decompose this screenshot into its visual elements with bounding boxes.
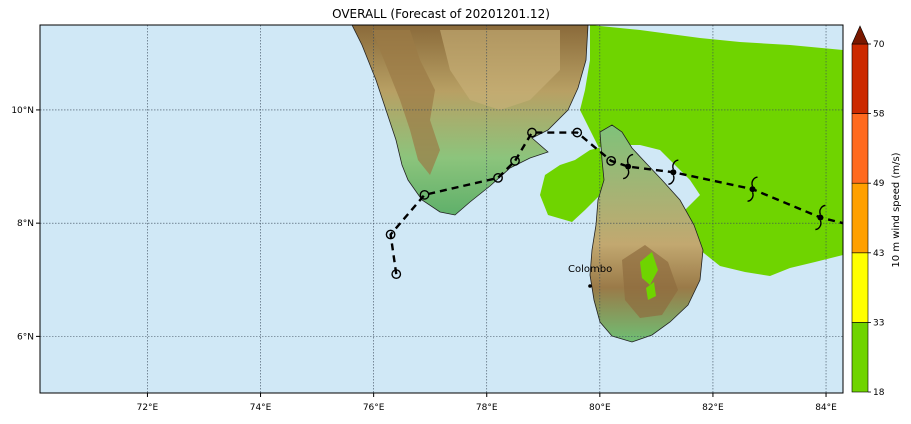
colorbar-tick-label: 58: [873, 110, 885, 120]
colorbar-tick-label: 49: [873, 179, 885, 189]
x-tick-label: 74°E: [250, 403, 272, 413]
colorbar-segment: [851, 182, 869, 254]
track-history-point: [572, 127, 583, 138]
axis-labels: 72°E 74°E 76°E 78°E 80°E 82°E 84°E 10°N 8°N 6°N: [11, 106, 837, 413]
colorbar: 18 33 43 49 58 70: [851, 25, 885, 398]
cyclone-icon: [623, 153, 634, 180]
colorbar-tick-label: 18: [873, 388, 885, 398]
track-history-point: [385, 229, 396, 240]
track-history-point: [527, 127, 537, 138]
map-frame: [39, 24, 844, 394]
sri-lanka-wind-patch: [640, 252, 658, 285]
colorbar-segment: [851, 322, 869, 393]
y-tick-label: 10°N: [11, 106, 34, 116]
x-tick-label: 84°E: [815, 403, 837, 413]
colorbar-segment: [851, 43, 869, 114]
x-tick-label: 82°E: [702, 403, 724, 413]
sri-lanka-wind-patch-2: [646, 282, 656, 300]
x-tick-label: 72°E: [137, 403, 159, 413]
colorbar-extend-triangle: [851, 25, 869, 45]
cyclone-icon: [668, 159, 679, 185]
india-plateau-shade: [440, 30, 560, 110]
track-history-point: [391, 269, 402, 280]
x-tick-label: 78°E: [476, 403, 498, 413]
cyclone-icon: [815, 204, 826, 231]
x-tick-label: 80°E: [589, 403, 611, 413]
colombo-marker: [588, 284, 592, 288]
track-history-point: [419, 189, 430, 200]
y-tick-label: 6°N: [17, 332, 34, 342]
colorbar-tick-label: 70: [873, 40, 885, 50]
y-tick-label: 8°N: [17, 219, 34, 229]
colorbar-label: 10 m wind speed (m/s): [891, 152, 902, 267]
colorbar-tick-label: 43: [873, 249, 884, 259]
track-history-point: [606, 155, 617, 166]
colombo-label: Colombo: [568, 264, 612, 275]
track-history-point: [493, 172, 503, 183]
track-history-point: [510, 155, 520, 166]
map-grid: [40, 25, 843, 393]
x-tick-label: 76°E: [363, 403, 385, 413]
wind-field-area: [540, 25, 843, 276]
storm-track: [385, 127, 843, 280]
map-title: OVERALL (Forecast of 20201201.12): [332, 7, 550, 21]
cyclone-icon: [747, 176, 758, 202]
india-western-ghats: [372, 30, 440, 175]
colorbar-tick-label: 33: [873, 318, 884, 328]
colorbar-segment: [851, 113, 869, 184]
colorbar-segment: [851, 252, 869, 323]
